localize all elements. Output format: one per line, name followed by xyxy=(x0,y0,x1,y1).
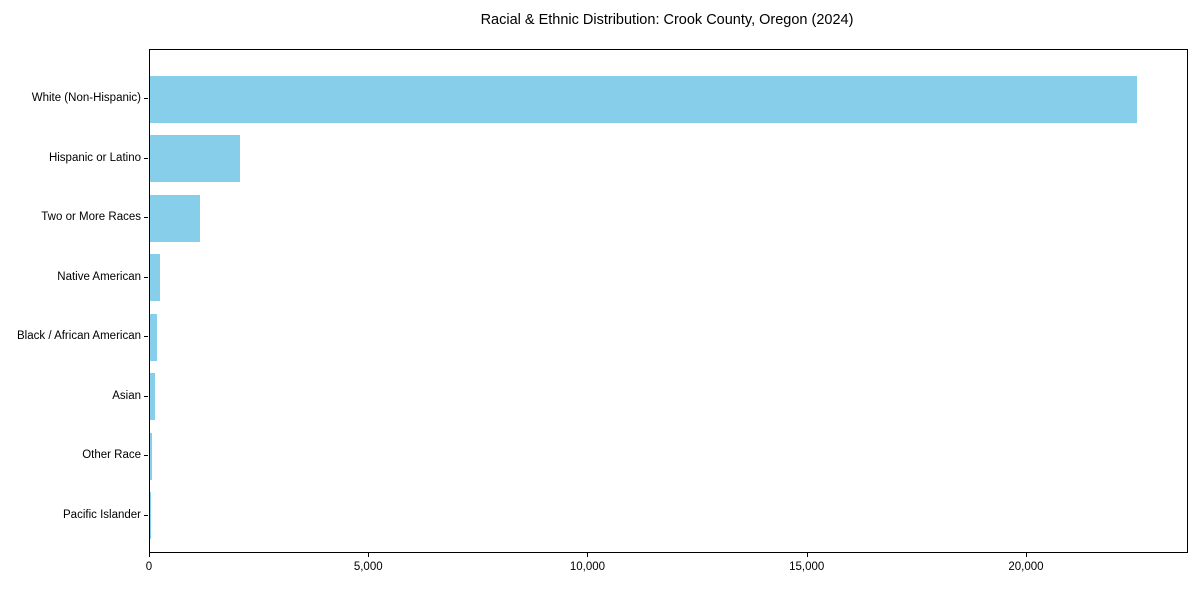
x-tick-mark xyxy=(368,553,370,557)
x-tick-label: 5,000 xyxy=(353,561,383,573)
y-axis-label-black-african-american: Black / African American xyxy=(17,330,141,342)
y-tick-mark xyxy=(144,455,148,456)
y-axis-label-two-or-more-races: Two or More Races xyxy=(41,211,141,223)
x-tick-label: 15,000 xyxy=(789,561,825,573)
y-axis-label-white-non-hispanic: White (Non-Hispanic) xyxy=(31,92,141,104)
x-tick-mark xyxy=(1025,553,1027,557)
y-tick-mark xyxy=(144,276,148,278)
bar-asian xyxy=(150,373,155,420)
y-axis-label-hispanic-or-latino: Hispanic or Latino xyxy=(48,151,141,164)
y-tick-mark xyxy=(144,217,148,218)
y-tick-mark xyxy=(144,98,148,99)
y-tick-mark xyxy=(144,157,148,159)
chart-title: Racial & Ethnic Distribution: Crook Coun… xyxy=(480,12,854,28)
y-axis-label-pacific-islander: Pacific Islander xyxy=(63,508,141,521)
y-tick-mark xyxy=(144,395,148,397)
x-tick-label: 0 xyxy=(145,561,153,573)
x-tick-mark xyxy=(149,553,150,557)
x-tick-mark xyxy=(806,553,808,557)
y-tick-mark xyxy=(144,336,148,337)
bar-native-american xyxy=(150,254,161,301)
y-axis-label-native-american: Native American xyxy=(57,270,141,283)
bar-two-or-more-races xyxy=(150,194,201,242)
y-tick-mark xyxy=(144,514,148,516)
x-tick-label: 20,000 xyxy=(1008,561,1044,573)
bar-black-african-american xyxy=(150,313,158,361)
y-axis-label-other-race: Other Race xyxy=(82,449,141,461)
x-tick-mark xyxy=(587,553,589,557)
plot-area xyxy=(149,49,1188,553)
bar-other-race xyxy=(150,432,153,480)
bar-white-non-hispanic xyxy=(150,75,1137,123)
y-axis-label-asian: Asian xyxy=(112,389,141,402)
bar-hispanic-or-latino xyxy=(150,135,240,182)
x-tick-label: 10,000 xyxy=(569,561,606,573)
